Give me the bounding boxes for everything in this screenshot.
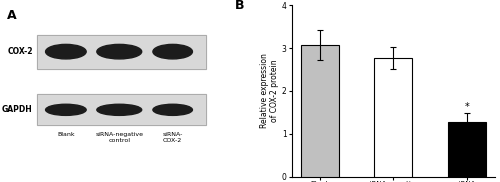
Ellipse shape (97, 104, 142, 115)
Text: Blank: Blank (57, 132, 74, 137)
Text: siRNA-
COX-2: siRNA- COX-2 (162, 132, 183, 143)
Bar (37, 35, 206, 69)
Text: A: A (7, 9, 17, 22)
Text: siRNA-negative
control: siRNA-negative control (96, 132, 144, 143)
Bar (37, 94, 206, 125)
Text: B: B (234, 0, 244, 12)
Ellipse shape (46, 104, 86, 115)
Text: COX-2: COX-2 (8, 47, 33, 56)
Text: *: * (464, 102, 469, 112)
Bar (374, 58, 412, 177)
Ellipse shape (153, 104, 192, 115)
Ellipse shape (46, 44, 86, 59)
Ellipse shape (153, 44, 192, 59)
Bar (301, 45, 339, 177)
Ellipse shape (97, 44, 142, 59)
Bar (448, 122, 486, 177)
Bar (37, 35, 206, 69)
Text: GAPDH: GAPDH (2, 105, 33, 114)
Y-axis label: Relative expression
of COX-2 protein: Relative expression of COX-2 protein (260, 54, 279, 128)
Bar (37, 94, 206, 125)
